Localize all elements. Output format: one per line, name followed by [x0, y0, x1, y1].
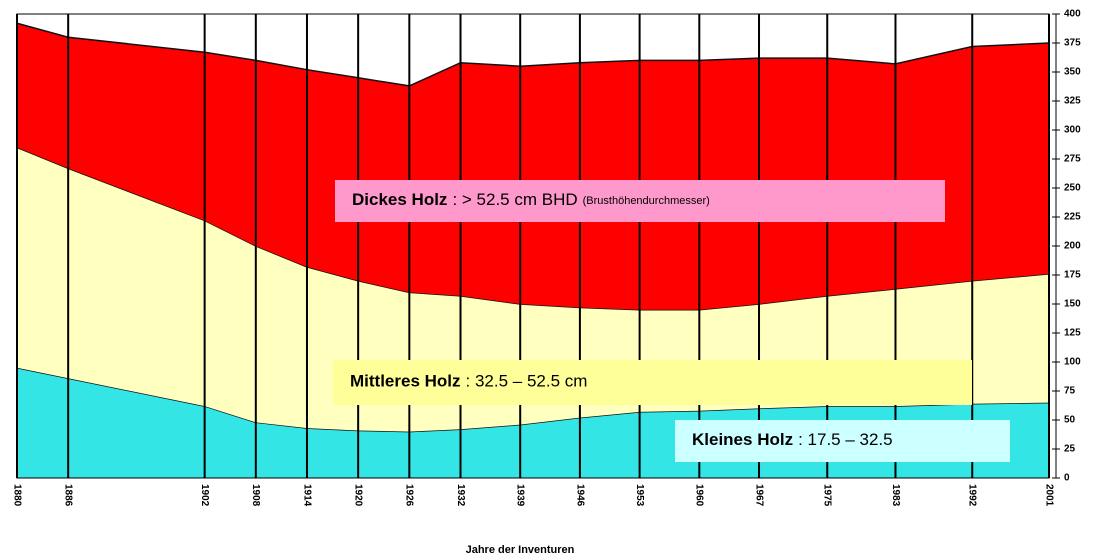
x-tick-label: 1914 [301, 484, 312, 507]
y-tick-label: 25 [1064, 444, 1076, 455]
x-tick-label: 1880 [11, 484, 22, 507]
x-tick-label: 1946 [574, 484, 585, 507]
x-tick-label: 1939 [515, 484, 526, 507]
y-tick-label: 300 [1064, 125, 1081, 136]
y-tick-label: 150 [1064, 299, 1081, 310]
y-tick-label: 350 [1064, 67, 1081, 78]
x-tick-label: 1920 [353, 484, 364, 507]
legend-annotation: : 17.5 – 32.5 [798, 430, 893, 449]
x-tick-label: 1902 [199, 484, 210, 507]
legend-box [333, 360, 972, 405]
x-tick-label: 1932 [455, 484, 466, 507]
x-tick-label: 1992 [967, 484, 978, 507]
x-tick-label: 1908 [250, 484, 261, 507]
legend-annotation: : 32.5 – 52.5 cm [466, 372, 588, 391]
legend-box [675, 420, 1010, 462]
legend-name: Kleines Holz [692, 430, 793, 449]
y-tick-label: 225 [1064, 212, 1081, 223]
x-tick-label: 2001 [1043, 484, 1054, 507]
legend-note: (Brusthöhendurchmesser) [583, 195, 710, 207]
y-tick-label: 250 [1064, 183, 1081, 194]
legend-label: Dickes Holz : > 52.5 cm BHD (Brusthöhendur… [352, 190, 710, 209]
y-tick-label: 400 [1064, 9, 1081, 20]
y-tick-label: 100 [1064, 357, 1081, 368]
y-tick-label: 175 [1064, 270, 1081, 281]
x-axis-label: Jahre der Inventuren [466, 544, 575, 556]
y-tick-label: 0 [1064, 473, 1070, 484]
y-tick-label: 275 [1064, 154, 1081, 165]
y-tick-label: 125 [1064, 328, 1081, 339]
legend-name: Dickes Holz [352, 190, 447, 209]
x-tick-label: 1926 [404, 484, 415, 507]
y-tick-label: 50 [1064, 415, 1076, 426]
x-tick-label: 1960 [694, 484, 705, 507]
x-tick-label: 1967 [753, 484, 764, 507]
y-tick-label: 200 [1064, 241, 1081, 252]
x-tick-label: 1953 [634, 484, 645, 507]
plot-frame [16, 13, 1050, 479]
y-tick-label: 325 [1064, 96, 1081, 107]
x-tick-label: 1886 [63, 484, 74, 507]
legend-label: Mittleres Holz : 32.5 – 52.5 cm [350, 372, 587, 391]
legend-annotation: : > 52.5 cm BHD [452, 190, 577, 209]
x-tick-label: 1983 [890, 484, 901, 507]
legend-name: Mittleres Holz [350, 372, 461, 391]
y-tick-label: 375 [1064, 38, 1081, 49]
x-tick-label: 1975 [822, 484, 833, 507]
y-tick-label: 75 [1064, 386, 1076, 397]
legend-box [335, 180, 945, 222]
legend-label: Kleines Holz : 17.5 – 32.5 [692, 430, 893, 449]
area [17, 23, 1049, 310]
